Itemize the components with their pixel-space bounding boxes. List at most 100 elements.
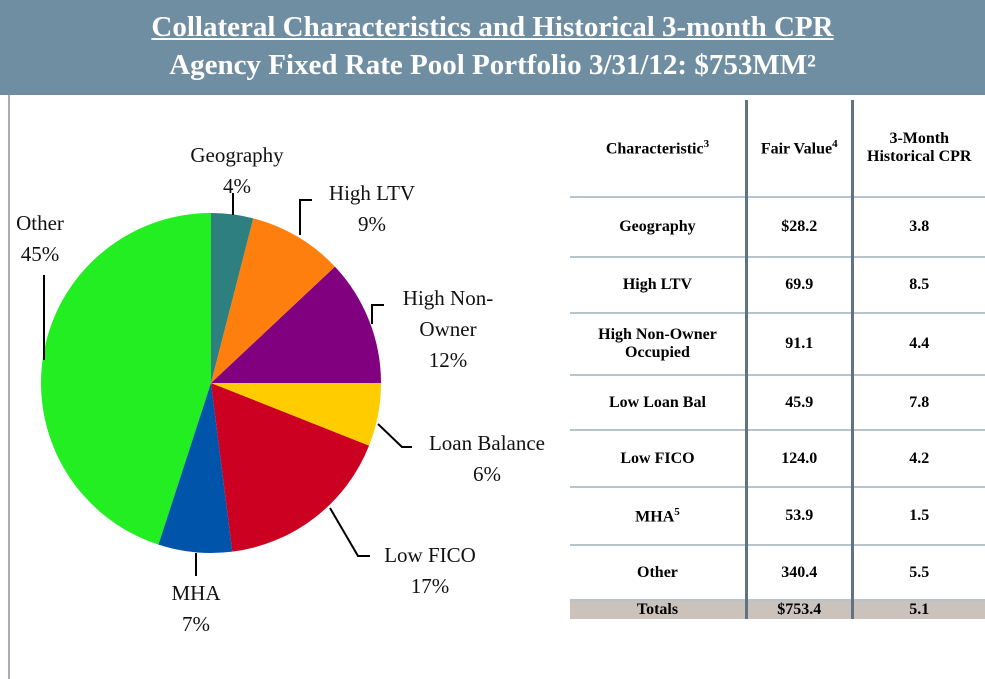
cell-text: 7.8 bbox=[909, 393, 930, 411]
slice bbox=[211, 383, 381, 446]
row: High LTV 69.9 8.5 bbox=[570, 257, 985, 314]
slice-label: Geography 4% bbox=[137, 140, 337, 202]
cell: 91.1 bbox=[744, 313, 852, 376]
slice-label: Loan Balance 6% bbox=[402, 428, 572, 490]
pie-chart bbox=[40, 193, 412, 576]
cell: 124.0 bbox=[744, 430, 852, 488]
value-label: 12% bbox=[428, 348, 468, 372]
row: Geography $28.2 3.8 bbox=[570, 197, 985, 258]
value-label: 9% bbox=[358, 212, 386, 236]
footnote-mark: 3 bbox=[703, 137, 710, 150]
cell: $753.4 bbox=[744, 600, 852, 619]
cell: 8.5 bbox=[850, 257, 985, 314]
subtitle: Agency Fixed Rate Pool Portfolio 3/31/12… bbox=[169, 49, 816, 81]
value-label: 7% bbox=[182, 612, 210, 636]
cell: 5.5 bbox=[850, 545, 985, 601]
cell-text: 3-Month Historical CPR bbox=[867, 130, 972, 165]
row: Characteristic3 Fair Value4 3-Month Histor… bbox=[570, 100, 985, 198]
cell-text: 5.1 bbox=[909, 601, 930, 618]
cell: $28.2 bbox=[744, 197, 852, 258]
value-label: 45% bbox=[20, 242, 60, 266]
cell-text: 53.9 bbox=[785, 507, 814, 524]
footnote-mark: 5 bbox=[674, 505, 680, 518]
slice bbox=[40, 213, 211, 545]
border bbox=[8, 95, 10, 679]
cell-text: Other bbox=[637, 563, 678, 581]
slice bbox=[211, 266, 381, 383]
row: Totals $753.4 5.1 bbox=[570, 600, 985, 619]
row: Low FICO 124.0 4.2 bbox=[570, 430, 985, 488]
cell: Low FICO bbox=[570, 430, 747, 488]
cell: MHA5 bbox=[570, 487, 747, 546]
category: Low FICO bbox=[384, 543, 476, 567]
cell: 69.9 bbox=[744, 257, 852, 314]
cell-text: MHA bbox=[635, 508, 675, 526]
row: Low Loan Bal 45.9 7.8 bbox=[570, 375, 985, 431]
slice-label: High Non-Owner 12% bbox=[383, 283, 513, 376]
cell-text: Fair Value bbox=[760, 140, 833, 158]
slice bbox=[211, 213, 254, 383]
leader bbox=[371, 304, 384, 324]
cell: Totals bbox=[570, 600, 747, 619]
leader bbox=[377, 423, 412, 448]
slice bbox=[211, 383, 370, 552]
cell-text: High Non-Owner Occupied bbox=[598, 326, 717, 361]
slice-label: Low FICO 17% bbox=[350, 540, 510, 602]
cell-text: High LTV bbox=[622, 276, 693, 293]
footnote-mark: 4 bbox=[832, 137, 838, 150]
row: High Non-Owner Occupied 91.1 4.4 bbox=[570, 313, 985, 376]
slice bbox=[211, 218, 335, 383]
category: High LTV bbox=[328, 181, 416, 205]
cell-text: 340.4 bbox=[781, 563, 818, 581]
cell: 4.2 bbox=[850, 430, 985, 488]
header: Collateral Characteristics and Historica… bbox=[0, 0, 985, 95]
slice bbox=[158, 383, 233, 554]
cell-text: 8.5 bbox=[909, 276, 930, 293]
category: Geography bbox=[190, 143, 284, 167]
cell: Other bbox=[570, 545, 747, 601]
cell-text: 4.4 bbox=[909, 335, 930, 352]
cell: Low Loan Bal bbox=[570, 375, 747, 431]
category: MHA bbox=[171, 581, 221, 605]
leader-lines bbox=[43, 193, 412, 576]
cell: 1.5 bbox=[850, 487, 985, 546]
value-label: 17% bbox=[410, 574, 450, 598]
cell: Characteristic3 bbox=[570, 100, 747, 198]
cell-text: 69.9 bbox=[785, 276, 814, 293]
cell: High Non-Owner Occupied bbox=[570, 313, 747, 376]
cell: 4.4 bbox=[850, 313, 985, 376]
cell-text: Geography bbox=[619, 218, 696, 235]
row: MHA5 53.9 1.5 bbox=[570, 487, 985, 546]
cell: 3-Month Historical CPR bbox=[850, 100, 985, 198]
cell-text: 91.1 bbox=[785, 335, 814, 352]
title: Collateral Characteristics and Historica… bbox=[151, 11, 834, 43]
value-label: 6% bbox=[473, 462, 501, 486]
leader bbox=[329, 507, 370, 557]
category: Loan Balance bbox=[428, 431, 546, 455]
table: Characteristic3 Fair Value4 3-Month Histor… bbox=[570, 100, 985, 619]
value-label: 4% bbox=[223, 174, 251, 198]
cell-text: Low Loan Bal bbox=[609, 393, 706, 411]
cell: 53.9 bbox=[744, 487, 852, 546]
category: Other bbox=[16, 211, 64, 235]
slice-label: Other 45% bbox=[0, 208, 80, 270]
cell: Geography bbox=[570, 197, 747, 258]
cell: 340.4 bbox=[744, 545, 852, 601]
cell: High LTV bbox=[570, 257, 747, 314]
cell: Fair Value4 bbox=[744, 100, 852, 198]
slice-label: MHA 7% bbox=[136, 578, 256, 640]
leader bbox=[299, 199, 312, 235]
cell: 5.1 bbox=[850, 600, 985, 619]
row: Other 340.4 5.5 bbox=[570, 545, 985, 601]
cell: 3.8 bbox=[850, 197, 985, 258]
cell: 7.8 bbox=[850, 375, 985, 431]
cell-text: 45.9 bbox=[785, 393, 814, 411]
cell-text: 3.8 bbox=[909, 218, 930, 235]
cell-text: Characteristic bbox=[605, 140, 704, 158]
category: High Non-Owner bbox=[402, 286, 494, 341]
cell-text: 5.5 bbox=[909, 563, 930, 581]
cell-text: 1.5 bbox=[909, 507, 930, 524]
cell-text: $28.2 bbox=[781, 218, 818, 235]
cell-text: Low FICO bbox=[620, 449, 695, 467]
